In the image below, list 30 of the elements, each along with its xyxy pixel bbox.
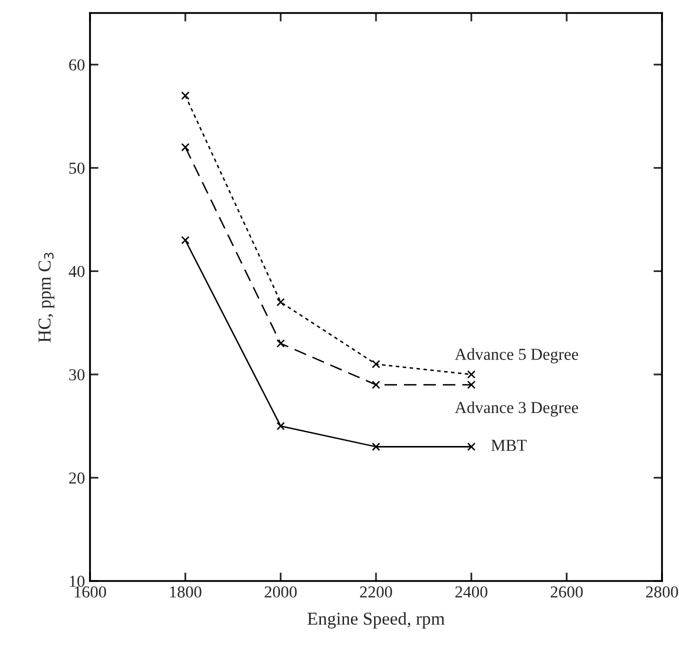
y-axis-title: HC, ppm C$_{3}$	[38, 252, 54, 342]
point	[276, 339, 285, 348]
point	[181, 236, 190, 244]
point	[467, 380, 476, 389]
series-label: MBT	[491, 440, 527, 451]
x-tick-label: 1600	[74, 586, 106, 598]
x-tick-label: 2200	[360, 586, 392, 598]
point	[372, 442, 380, 451]
x-tick-label: 2400	[455, 586, 488, 598]
point	[372, 360, 380, 368]
series-label: Advance 3 Degree	[454, 401, 578, 417]
point	[276, 422, 285, 430]
y-tick-label: 40	[68, 266, 85, 278]
point	[276, 298, 285, 306]
point	[181, 91, 190, 100]
x-axis-title: Engine Speed, rpm	[308, 612, 445, 629]
y-tick-label: 50	[69, 162, 85, 174]
y-tick-label: 30	[69, 369, 85, 380]
y-tick-label: 60	[69, 59, 85, 71]
x-tick-label: 1800	[170, 586, 202, 598]
x-tick-label: 2000	[264, 586, 297, 598]
point	[181, 143, 190, 152]
point	[467, 442, 476, 451]
x-tick-label: 2600	[550, 586, 583, 598]
series-label: Advance 5 Degree	[454, 348, 578, 364]
point	[372, 380, 380, 389]
y-tick-label: 10	[70, 576, 85, 587]
x-tick-label: 2800	[646, 586, 678, 598]
y-tick-label: 20	[69, 472, 85, 484]
point	[467, 370, 476, 379]
